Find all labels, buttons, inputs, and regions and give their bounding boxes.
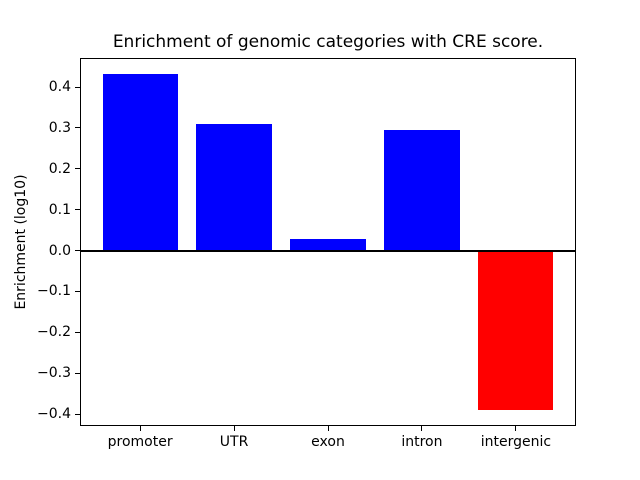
- y-tick-mark: [75, 250, 80, 252]
- y-tick-label: 0.4: [48, 79, 71, 96]
- y-tick-mark: [75, 413, 80, 415]
- x-tick-label: promoter: [107, 434, 173, 450]
- y-tick-label: 0.2: [48, 160, 71, 177]
- y-tick-label: −0.4: [37, 406, 71, 423]
- zero-line: [80, 249, 576, 252]
- x-tick-mark: [233, 426, 235, 431]
- bar-promoter: [102, 73, 178, 251]
- x-tick-label: intron: [401, 434, 443, 450]
- x-tick-mark: [327, 426, 329, 431]
- bar-intergenic: [478, 250, 554, 411]
- x-tick-mark: [421, 426, 423, 431]
- x-tick-label: exon: [311, 434, 345, 450]
- chart-title: Enrichment of genomic categories with CR…: [112, 32, 544, 52]
- x-tick-mark: [139, 426, 141, 431]
- y-tick-mark: [75, 331, 80, 333]
- y-tick-mark: [75, 372, 80, 374]
- y-tick-mark: [75, 127, 80, 129]
- y-tick-label: 0.0: [48, 242, 71, 259]
- y-tick-label: 0.1: [48, 201, 71, 218]
- y-tick-mark: [75, 86, 80, 88]
- x-tick-label: intergenic: [480, 434, 552, 450]
- y-tick-label: −0.2: [37, 324, 71, 341]
- y-tick-label: −0.3: [37, 365, 71, 382]
- bar-UTR: [196, 124, 272, 251]
- x-tick-label: UTR: [219, 434, 249, 450]
- y-tick-mark: [75, 209, 80, 211]
- y-tick-label: 0.3: [48, 119, 71, 136]
- bar-intron: [384, 129, 460, 251]
- y-tick-mark: [75, 168, 80, 170]
- bar-exon: [290, 239, 366, 251]
- y-tick-mark: [75, 290, 80, 292]
- x-tick-mark: [515, 426, 517, 431]
- y-tick-label: −0.1: [37, 283, 71, 300]
